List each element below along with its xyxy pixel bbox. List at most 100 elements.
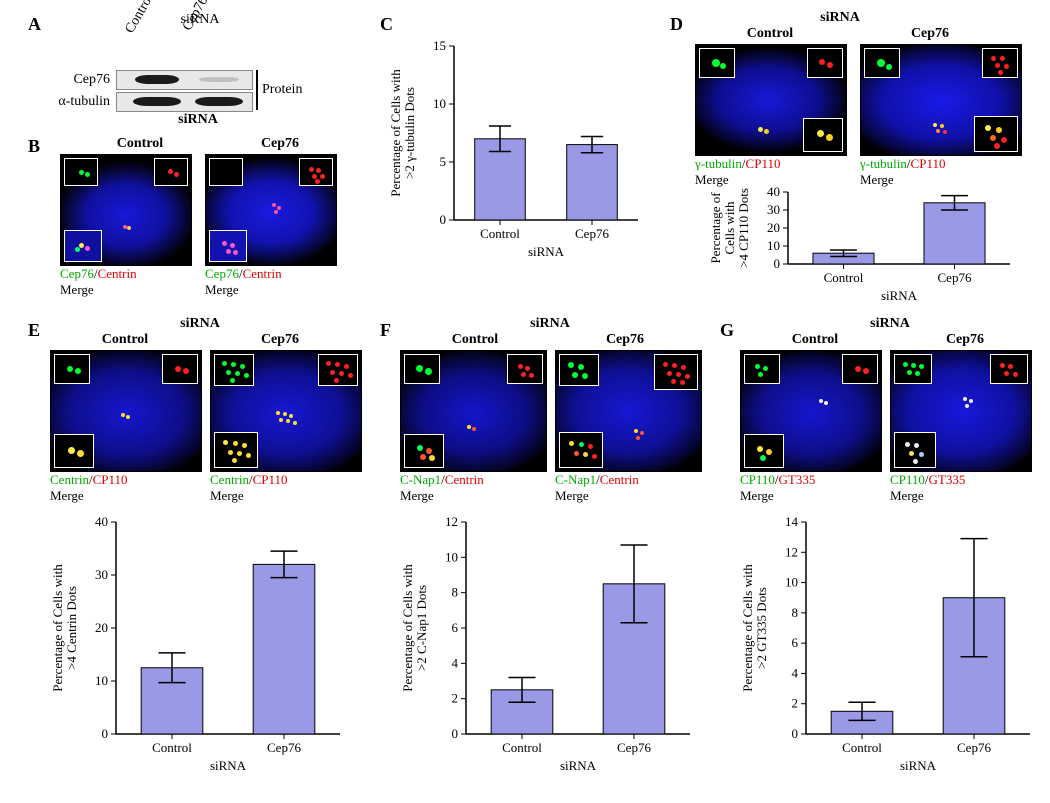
svg-text:Control: Control [480,226,520,241]
g-control-merge: Merge [740,488,774,504]
inset-red [507,354,543,384]
svg-text:30: 30 [767,202,780,217]
d-control-legend: γ-tubulin/CP110 [695,156,780,172]
inset-red [654,354,698,390]
inset-merge [974,116,1018,152]
f-cep76-legend: C-Nap1/Centrin [555,472,639,488]
center-dots [121,413,125,417]
inset-green [864,48,900,78]
e-control-legend: Centrin/CP110 [50,472,128,488]
legend-green: Cep76 [60,266,94,281]
legend-green: CP110 [890,472,925,487]
merge-dots-icon [68,447,75,454]
panel-f-label: F [380,320,391,341]
svg-text:10: 10 [433,96,446,111]
blot-membrane [116,92,253,112]
panel-e-label: E [28,320,40,341]
legend-red: Centrin [600,472,639,487]
svg-text:6: 6 [452,620,459,635]
svg-text:siRNA: siRNA [210,758,247,773]
inset-merge [54,434,94,468]
panel-d-sirna: siRNA [780,10,900,26]
inset-red [982,48,1018,78]
micro-e-cep76 [210,350,362,472]
b-cep76-merge: Merge [205,282,239,298]
inset-merge [559,432,603,468]
svg-text:20: 20 [95,620,108,635]
micro-b-control [60,154,192,266]
merge-dots-icon [417,445,423,451]
inset-merge [214,432,258,468]
red-dots-icon [855,366,861,372]
green-dots-icon [712,59,720,67]
green-dots-icon [568,362,574,368]
micro-g-control [740,350,882,472]
svg-text:0: 0 [102,726,109,741]
red-dots-icon [175,366,181,372]
g-control-legend: CP110/GT335 [740,472,815,488]
panel-c-label: C [380,14,393,35]
red-dots-icon [326,361,331,366]
legend-red: CP110 [911,156,946,171]
svg-text:siRNA: siRNA [881,288,918,303]
svg-text:siRNA: siRNA [560,758,597,773]
panel-b-label: B [28,136,40,157]
micro-g-cep76 [890,350,1032,472]
svg-text:Control: Control [842,740,882,755]
svg-text:2: 2 [792,696,799,711]
panel-f-cep76-hdr: Cep76 [565,332,685,348]
legend-green: CP110 [740,472,775,487]
figure-root: A siRNA Control Cep76 Cep76 α-tubulin Pr… [10,10,1040,793]
inset-green [894,354,932,384]
inset-merge [744,434,784,468]
svg-text:4: 4 [792,665,799,680]
blot-membrane [116,70,253,90]
f-control-legend: C-Nap1/Centrin [400,472,484,488]
micro-f-cep76 [555,350,702,472]
merge-dots-icon [985,125,991,131]
chart-g: 02468101214ControlCep76siRNAPercentage o… [740,512,1040,782]
center-dots [963,397,967,401]
panel-e-control-hdr: Control [65,332,185,348]
merge-dots-icon [79,243,84,248]
panel-d-control-hdr: Control [710,26,830,42]
green-dots-icon [222,361,227,366]
red-dots-icon [1000,363,1005,368]
merge-dots-icon [222,241,227,246]
inset-green [744,354,780,384]
panel-e-sirna: siRNA [140,316,260,332]
inset-red [154,158,188,186]
d-cep76-legend: γ-tubulin/CP110 [860,156,945,172]
svg-text:>2 γ-tubulin Dots: >2 γ-tubulin Dots [402,87,417,179]
panel-d-label: D [670,14,683,35]
svg-text:0: 0 [792,726,799,741]
f-cep76-merge: Merge [555,488,589,504]
blot-band [195,97,243,106]
micro-d-control [695,44,847,156]
blot-bracket [256,70,258,110]
inset-red [807,48,843,78]
panel-b-cep76-hdr: Cep76 [220,136,340,152]
red-dots-icon [991,56,996,61]
inset-merge [404,434,444,468]
legend-green: C-Nap1 [555,472,596,487]
panel-a-label: A [28,14,41,35]
e-cep76-merge: Merge [210,488,244,504]
legend-green: γ-tubulin [695,156,742,171]
red-dots-icon [819,59,825,65]
inset-merge [894,432,936,468]
svg-text:12: 12 [785,544,798,559]
panel-g-sirna: siRNA [830,316,950,332]
red-dots-icon [309,167,314,172]
panel-d-cep76-hdr: Cep76 [870,26,990,42]
center-dots [467,425,471,429]
inset-green [214,354,254,386]
svg-text:>2 GT335 Dots: >2 GT335 Dots [754,587,769,669]
svg-text:15: 15 [433,38,446,53]
inset-green [54,354,90,384]
inset-green [699,48,735,78]
svg-text:siRNA: siRNA [528,244,565,259]
chart-f: 024681012ControlCep76siRNAPercentage of … [400,512,700,782]
svg-text:Control: Control [152,740,192,755]
inset-green [209,158,243,186]
